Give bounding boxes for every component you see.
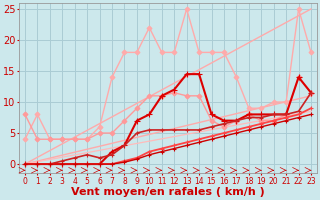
X-axis label: Vent moyen/en rafales ( km/h ): Vent moyen/en rafales ( km/h ) <box>71 187 265 197</box>
